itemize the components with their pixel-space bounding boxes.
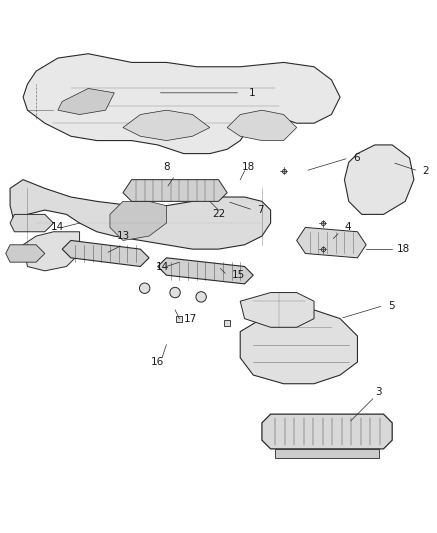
Polygon shape [10, 214, 53, 232]
Polygon shape [10, 180, 271, 249]
Text: 2: 2 [423, 166, 429, 176]
Text: 15: 15 [232, 270, 245, 280]
Text: 7: 7 [257, 205, 264, 215]
Polygon shape [23, 232, 80, 271]
Polygon shape [110, 201, 166, 240]
Text: 14: 14 [51, 222, 65, 232]
Circle shape [170, 287, 180, 298]
Text: 18: 18 [396, 244, 410, 254]
Text: 16: 16 [151, 357, 164, 367]
Polygon shape [123, 110, 210, 141]
Polygon shape [227, 110, 297, 141]
Polygon shape [344, 145, 414, 214]
Text: 3: 3 [375, 387, 382, 398]
Text: 6: 6 [353, 153, 360, 163]
Text: 18: 18 [242, 161, 256, 172]
Polygon shape [6, 245, 45, 262]
Text: 4: 4 [344, 222, 351, 232]
Polygon shape [62, 240, 149, 266]
Text: 14: 14 [156, 262, 169, 271]
Text: 22: 22 [212, 209, 225, 220]
Polygon shape [240, 310, 357, 384]
Polygon shape [123, 180, 227, 201]
Polygon shape [240, 293, 314, 327]
Polygon shape [58, 88, 114, 115]
Circle shape [196, 292, 206, 302]
Text: 8: 8 [163, 161, 170, 172]
Text: 1: 1 [249, 88, 256, 98]
Text: 17: 17 [184, 313, 197, 324]
Polygon shape [23, 54, 340, 154]
Text: 13: 13 [116, 231, 130, 241]
Polygon shape [275, 449, 379, 457]
Polygon shape [262, 414, 392, 449]
Circle shape [139, 283, 150, 294]
Text: 5: 5 [388, 301, 395, 311]
Polygon shape [158, 258, 253, 284]
Polygon shape [297, 228, 366, 258]
